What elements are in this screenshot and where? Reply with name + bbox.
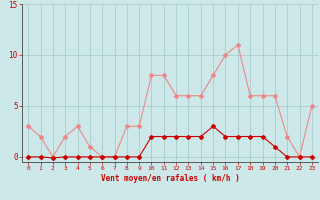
X-axis label: Vent moyen/en rafales ( km/h ): Vent moyen/en rafales ( km/h ) <box>100 174 239 183</box>
